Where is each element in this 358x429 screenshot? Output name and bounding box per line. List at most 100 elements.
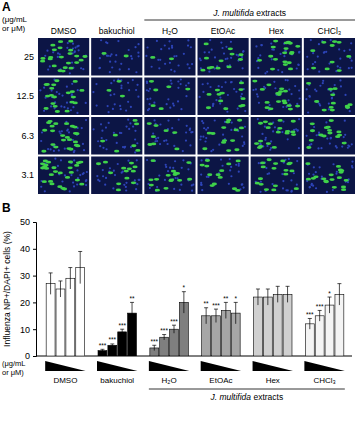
nucleus xyxy=(271,58,273,60)
nucleus xyxy=(231,81,233,83)
infected-cell xyxy=(60,134,65,137)
micrograph xyxy=(38,38,89,76)
nucleus xyxy=(351,67,353,69)
column-label: CHCl₃ xyxy=(318,26,342,36)
nucleus xyxy=(167,170,169,172)
error-bar xyxy=(256,289,260,305)
error-whisker xyxy=(164,335,165,340)
infected-cell xyxy=(64,122,69,125)
infected-cell xyxy=(218,100,223,103)
nucleus xyxy=(149,103,151,105)
significance: *** xyxy=(212,302,220,309)
infected-cell xyxy=(271,188,276,191)
infected-cell xyxy=(268,122,273,125)
infected-cell xyxy=(228,47,233,50)
panel-a: A(μg/mLor μM)DMSObakuchiolH₂OEtOAcHexCHC… xyxy=(2,0,355,194)
nucleus xyxy=(172,103,174,105)
nucleus xyxy=(120,87,122,89)
infected-cell xyxy=(40,60,45,63)
nucleus xyxy=(185,139,187,141)
nucleus xyxy=(57,56,59,58)
nucleus xyxy=(190,46,192,48)
infected-cell xyxy=(48,180,53,183)
micrograph xyxy=(91,38,142,76)
nucleus xyxy=(287,99,289,101)
infected-cell xyxy=(219,169,224,172)
nucleus xyxy=(334,84,336,86)
infected-cell xyxy=(134,122,139,125)
bar xyxy=(263,297,272,356)
nucleus xyxy=(314,61,316,63)
nucleus xyxy=(283,55,285,57)
error-cap xyxy=(49,272,53,273)
y-tick: 0 xyxy=(25,351,36,361)
nucleus xyxy=(261,133,263,135)
micrograph-ground xyxy=(304,78,355,116)
infected-cell xyxy=(150,56,155,59)
infected-cell xyxy=(259,183,264,186)
nucleus xyxy=(96,105,98,107)
nucleus xyxy=(226,111,228,113)
error-cap xyxy=(110,343,114,344)
infected-cell xyxy=(65,136,70,139)
nucleus xyxy=(326,191,328,193)
infected-cell xyxy=(50,44,55,47)
nucleus xyxy=(107,105,109,107)
nucleus xyxy=(85,180,87,182)
infected-cell xyxy=(135,149,140,152)
significance: *** xyxy=(150,338,158,345)
error-whisker xyxy=(112,344,113,347)
nucleus xyxy=(235,91,237,93)
nucleus xyxy=(290,191,292,193)
nucleus xyxy=(73,150,75,152)
group-bracket xyxy=(149,389,345,390)
nucleus xyxy=(199,58,201,60)
nucleus xyxy=(298,147,300,149)
nucleus xyxy=(44,55,46,57)
infected-cell xyxy=(282,60,287,63)
infected-cell xyxy=(163,129,168,132)
nucleus xyxy=(242,186,244,188)
nucleus xyxy=(319,166,321,168)
nucleus xyxy=(274,126,276,128)
nucleus xyxy=(233,88,235,90)
infected-cell xyxy=(270,68,275,71)
micrograph xyxy=(251,78,302,116)
infected-cell xyxy=(306,178,311,181)
y-axis: 01020304050 xyxy=(20,217,37,361)
nucleus xyxy=(315,171,317,173)
nucleus xyxy=(128,49,130,51)
nucleus xyxy=(60,159,62,161)
nucleus xyxy=(168,40,170,42)
infected-cell xyxy=(204,42,209,45)
y-tick: 40 xyxy=(20,244,36,254)
micrograph-ground xyxy=(198,157,249,195)
nucleus xyxy=(313,126,315,128)
nucleus xyxy=(50,89,52,91)
concentration-wedge xyxy=(97,361,137,371)
nucleus xyxy=(99,67,101,69)
nucleus xyxy=(39,89,41,91)
nucleus xyxy=(117,163,119,165)
infected-cell xyxy=(65,176,70,179)
micrograph xyxy=(91,157,142,195)
infected-cell xyxy=(305,162,310,165)
infected-cell xyxy=(69,171,74,174)
infected-cell xyxy=(168,179,173,182)
nucleus xyxy=(109,71,111,73)
nucleus xyxy=(200,184,202,186)
nucleus xyxy=(221,47,223,49)
micrograph xyxy=(304,78,355,116)
nucleus xyxy=(349,49,351,51)
infected-cell xyxy=(68,148,73,151)
infected-cell xyxy=(310,129,315,132)
infected-cell xyxy=(42,165,47,168)
significance: * xyxy=(328,290,331,297)
infected-cell xyxy=(283,90,288,93)
infected-cell xyxy=(74,164,79,167)
nucleus xyxy=(82,143,84,145)
infected-cell xyxy=(261,166,266,169)
infected-cell xyxy=(328,88,333,91)
error-whisker xyxy=(339,284,340,305)
nucleus xyxy=(319,104,321,106)
